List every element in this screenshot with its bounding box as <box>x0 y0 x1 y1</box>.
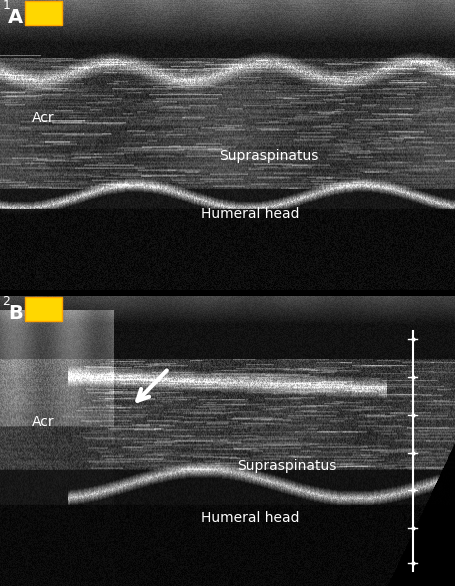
Text: Acr: Acr <box>32 415 55 430</box>
FancyBboxPatch shape <box>25 297 61 321</box>
FancyBboxPatch shape <box>25 1 61 25</box>
Text: B: B <box>8 304 23 323</box>
Text: Supraspinatus: Supraspinatus <box>218 148 318 162</box>
Text: Supraspinatus: Supraspinatus <box>237 459 336 473</box>
Text: Humeral head: Humeral head <box>200 206 298 220</box>
Text: Humeral head: Humeral head <box>200 511 298 525</box>
Text: Acr: Acr <box>32 111 55 125</box>
Text: 2: 2 <box>2 295 10 308</box>
Text: A: A <box>8 8 23 27</box>
Text: 1: 1 <box>2 0 10 12</box>
